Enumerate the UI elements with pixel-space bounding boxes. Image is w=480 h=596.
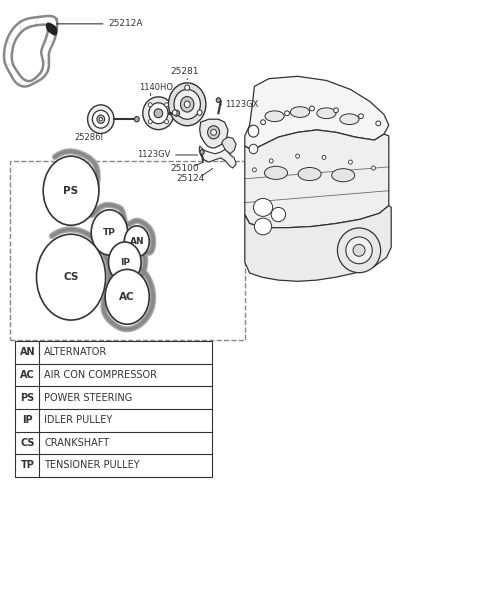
Ellipse shape (334, 108, 338, 113)
Ellipse shape (185, 85, 190, 91)
Ellipse shape (200, 150, 204, 154)
Ellipse shape (143, 97, 174, 129)
Polygon shape (47, 23, 57, 35)
Ellipse shape (36, 234, 106, 320)
Text: 25286I: 25286I (74, 133, 103, 142)
Ellipse shape (296, 154, 300, 159)
Ellipse shape (340, 114, 359, 125)
Ellipse shape (184, 101, 190, 108)
Ellipse shape (168, 83, 206, 126)
Text: 25212A: 25212A (108, 19, 143, 29)
Text: 1123GV: 1123GV (137, 150, 170, 160)
Ellipse shape (346, 237, 372, 264)
Text: TP: TP (103, 228, 116, 237)
Text: CS: CS (63, 272, 79, 282)
Ellipse shape (271, 207, 286, 222)
Polygon shape (245, 76, 389, 150)
Text: PS: PS (20, 393, 35, 402)
Text: AC: AC (20, 370, 35, 380)
Text: PS: PS (63, 186, 79, 195)
Text: 25281: 25281 (170, 67, 199, 76)
Text: 25100: 25100 (170, 163, 199, 173)
Text: AN: AN (130, 237, 144, 246)
Ellipse shape (148, 120, 152, 124)
Ellipse shape (372, 166, 375, 170)
Polygon shape (245, 130, 389, 228)
Ellipse shape (91, 210, 128, 255)
Ellipse shape (249, 144, 258, 154)
Ellipse shape (148, 103, 152, 107)
Ellipse shape (290, 107, 310, 117)
Polygon shape (222, 137, 236, 154)
Ellipse shape (253, 198, 273, 216)
Ellipse shape (216, 98, 221, 103)
Ellipse shape (124, 226, 149, 257)
Text: IDLER PULLEY: IDLER PULLEY (44, 415, 112, 425)
Ellipse shape (261, 120, 265, 125)
Polygon shape (199, 146, 236, 168)
Ellipse shape (265, 111, 284, 122)
Bar (10, 161, 245, 340)
Ellipse shape (43, 156, 99, 225)
Ellipse shape (254, 218, 272, 235)
Polygon shape (200, 119, 228, 148)
Text: AN: AN (20, 347, 35, 357)
Ellipse shape (154, 108, 163, 118)
Text: AIR CON COMPRESSOR: AIR CON COMPRESSOR (44, 370, 157, 380)
Ellipse shape (359, 114, 363, 119)
Text: ALTERNATOR: ALTERNATOR (44, 347, 108, 357)
Ellipse shape (317, 108, 336, 119)
Text: 1140HO: 1140HO (139, 83, 173, 92)
Ellipse shape (174, 110, 180, 116)
Ellipse shape (248, 125, 259, 137)
Ellipse shape (134, 117, 139, 122)
Ellipse shape (99, 117, 103, 121)
Ellipse shape (174, 89, 201, 119)
Ellipse shape (149, 103, 168, 123)
Ellipse shape (322, 155, 326, 160)
Text: 25124: 25124 (177, 174, 205, 184)
Ellipse shape (264, 166, 288, 179)
Ellipse shape (105, 269, 149, 324)
Ellipse shape (348, 160, 352, 164)
Text: IP: IP (120, 257, 130, 267)
Ellipse shape (87, 105, 114, 134)
Ellipse shape (108, 242, 141, 283)
Ellipse shape (211, 129, 216, 135)
Text: TENSIONER PULLEY: TENSIONER PULLEY (44, 461, 140, 470)
Ellipse shape (337, 228, 381, 273)
Text: CRANKSHAFT: CRANKSHAFT (44, 438, 109, 448)
Ellipse shape (269, 159, 273, 163)
Ellipse shape (207, 126, 220, 139)
Ellipse shape (252, 168, 256, 172)
Ellipse shape (197, 110, 202, 116)
Ellipse shape (298, 167, 321, 181)
Text: CS: CS (20, 438, 35, 448)
Text: AC: AC (120, 292, 135, 302)
Ellipse shape (332, 169, 355, 182)
Ellipse shape (310, 106, 314, 111)
Polygon shape (245, 206, 391, 281)
Ellipse shape (92, 110, 109, 128)
Bar (15, 341, 212, 477)
Ellipse shape (180, 97, 194, 112)
Ellipse shape (376, 121, 381, 126)
Ellipse shape (97, 115, 105, 123)
Ellipse shape (285, 111, 289, 116)
Text: TP: TP (21, 461, 34, 470)
Ellipse shape (165, 103, 168, 107)
Text: POWER STEERING: POWER STEERING (44, 393, 132, 402)
Ellipse shape (172, 110, 177, 116)
Ellipse shape (353, 244, 365, 256)
Text: IP: IP (22, 415, 33, 425)
Text: 1123GX: 1123GX (225, 100, 258, 109)
Ellipse shape (165, 120, 168, 124)
